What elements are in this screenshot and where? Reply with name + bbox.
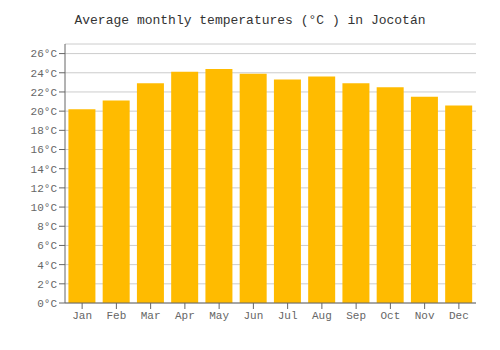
svg-text:Jan: Jan xyxy=(72,310,92,322)
svg-text:Aug: Aug xyxy=(312,310,332,322)
svg-text:Jul: Jul xyxy=(278,310,298,322)
svg-text:18°C: 18°C xyxy=(31,125,58,137)
svg-text:Jun: Jun xyxy=(243,310,263,322)
svg-text:24°C: 24°C xyxy=(31,68,58,80)
svg-text:4°C: 4°C xyxy=(37,260,57,272)
svg-text:May: May xyxy=(209,310,229,322)
svg-text:Dec: Dec xyxy=(449,310,469,322)
svg-text:8°C: 8°C xyxy=(37,221,57,233)
svg-text:16°C: 16°C xyxy=(31,144,58,156)
svg-text:2°C: 2°C xyxy=(37,279,57,291)
svg-text:Oct: Oct xyxy=(380,310,400,322)
html-text:Average monthly temperatures (: Average monthly temperatures (°C ) in Jo… xyxy=(74,13,426,28)
svg-text:22°C: 22°C xyxy=(31,87,58,99)
svg-text:6°C: 6°C xyxy=(37,240,57,252)
svg-text:Sep: Sep xyxy=(346,310,366,322)
svg-text:14°C: 14°C xyxy=(31,164,58,176)
svg-text:Feb: Feb xyxy=(106,310,126,322)
svg-text:20°C: 20°C xyxy=(31,106,58,118)
svg-text:0°C: 0°C xyxy=(37,298,57,310)
svg-text:Apr: Apr xyxy=(175,310,195,322)
svg-text:26°C: 26°C xyxy=(31,48,58,60)
svg-text:10°C: 10°C xyxy=(31,202,58,214)
svg-text:Nov: Nov xyxy=(415,310,435,322)
svg-text:12°C: 12°C xyxy=(31,183,58,195)
svg-text:Mar: Mar xyxy=(141,310,161,322)
